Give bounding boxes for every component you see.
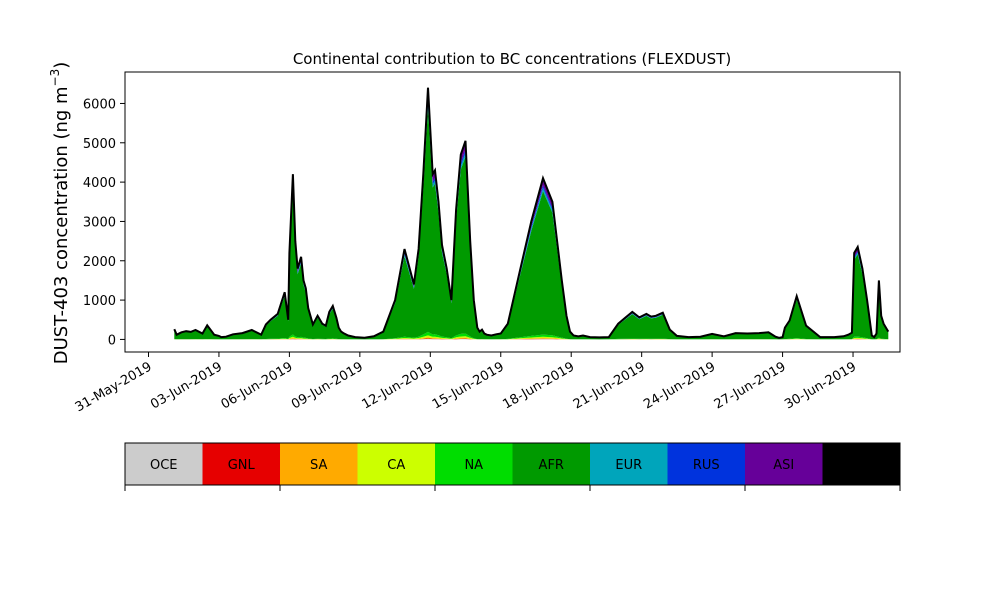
legend-swatch-oce [125, 443, 203, 485]
legend-swatch-rus [667, 443, 745, 485]
legend-label-na: NA [464, 458, 483, 473]
y-axis-label: DUST-403 concentration (ng m−3) [48, 62, 72, 365]
legend-label-afr: AFR [539, 458, 564, 473]
y-tick-label: 1000 [83, 294, 116, 309]
y-tick-label: 2000 [83, 255, 116, 270]
stacked-area-series [174, 87, 889, 340]
legend-swatch-gnl [202, 443, 280, 485]
area-afr [174, 107, 889, 340]
y-axis-ticks: 0 1000 2000 3000 4000 5000 6000 [83, 97, 125, 348]
legend-swatch-aus [822, 443, 900, 485]
legend-swatch-asi [745, 443, 823, 485]
legend-swatch-sa [280, 443, 358, 485]
y-axis-label-main: DUST-403 concentration (ng m [51, 86, 72, 364]
legend-swatch-afr [512, 443, 590, 485]
legend-label-asi: ASI [773, 458, 794, 473]
y-tick-label: 5000 [83, 137, 116, 152]
y-tick-label: 0 [108, 333, 116, 348]
legend-label-sa: SA [310, 458, 327, 473]
y-tick-label: 4000 [83, 176, 116, 191]
area-oce [174, 338, 889, 340]
legend-swatch-ca [357, 443, 435, 485]
y-axis-label-exponent: −3 [48, 69, 62, 87]
y-tick-label: 3000 [83, 215, 116, 230]
chart-title: Continental contribution to BC concentra… [293, 50, 731, 68]
y-axis-label-close: ) [51, 62, 72, 69]
legend-label-gnl: GNL [228, 458, 256, 473]
plot-frame [124, 71, 901, 353]
legend-label-ca: CA [387, 458, 405, 473]
legend-label-oce: OCE [150, 458, 178, 473]
total-line [173, 87, 890, 339]
legend-label-eur: EUR [615, 458, 642, 473]
legend-frame [124, 442, 901, 486]
y-tick-label: 6000 [83, 97, 116, 112]
legend-label-aus: AUS [848, 458, 875, 473]
legend-label-rus: RUS [693, 458, 720, 473]
legend-swatch-eur [590, 443, 668, 485]
region-color-legend: OCE GNL SA CA NA AFR EUR RUS ASI AUS [124, 442, 901, 491]
legend-swatch-na [435, 443, 513, 485]
